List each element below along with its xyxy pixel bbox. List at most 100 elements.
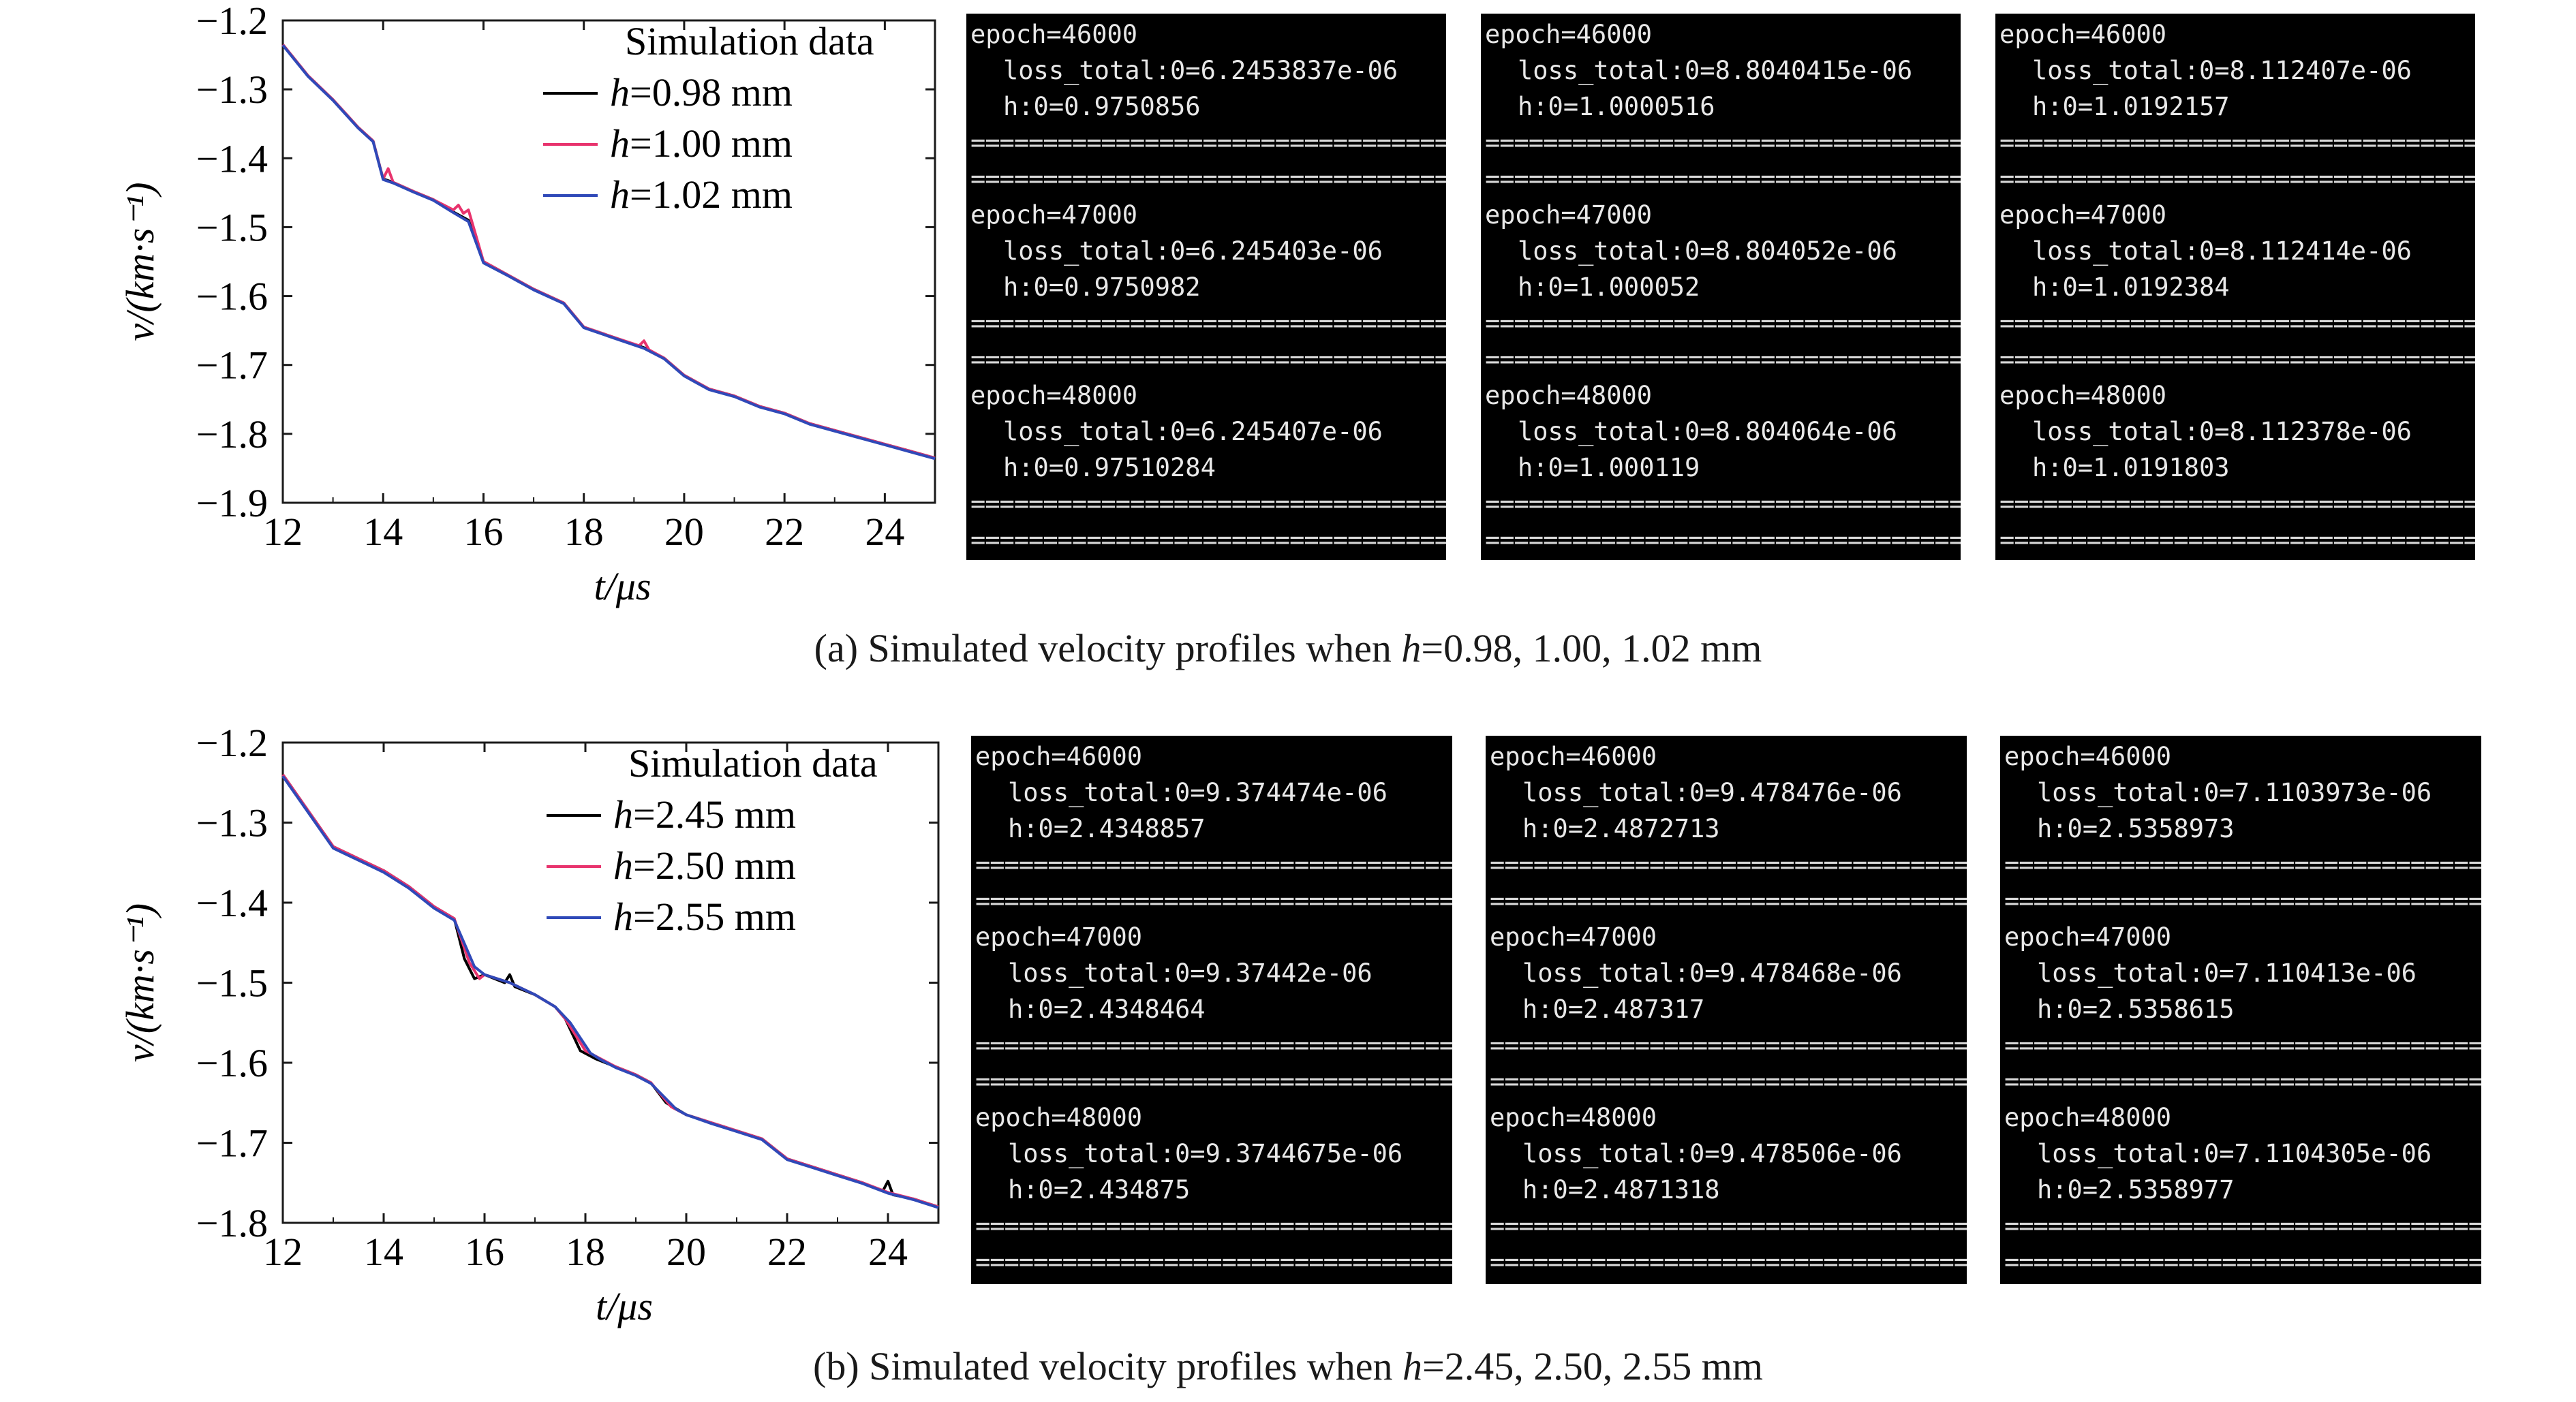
console-separator: ========================================… [975, 1031, 1452, 1060]
x-axis-label: t/μs [596, 1284, 653, 1328]
console-separator: ========================================… [2004, 850, 2481, 879]
console-separator: ========================================… [2004, 1067, 2481, 1096]
console-block: epoch=47000 loss_total:0=6.245403e-06 h:0=… [970, 197, 1446, 305]
console-block: epoch=47000 loss_total:0=8.804052e-06 h:0=… [1485, 197, 1961, 305]
console-loss-line: loss_total:0=8.804064e-06 [1518, 417, 1897, 446]
console-loss-line: loss_total:0=7.1104305e-06 [2037, 1139, 2432, 1168]
console-separator: ========================================… [1485, 128, 1961, 157]
console-h-line: h:0=1.0192384 [2032, 272, 2230, 302]
console-epoch-line: epoch=46000 [970, 20, 1138, 49]
console-block: epoch=46000 loss_total:0=8.112407e-06 h:0=… [1999, 16, 2475, 125]
console-h-line: h:0=2.4871318 [1522, 1175, 1720, 1204]
console-epoch-line: epoch=48000 [1490, 1103, 1657, 1132]
y-axis-label: v/(km·s⁻¹) [118, 903, 162, 1062]
series-line-3 [281, 44, 936, 461]
legend-entry-3: h=2.55 mm [613, 894, 796, 939]
console-epoch-line: epoch=47000 [1485, 200, 1653, 230]
console-epoch-line: epoch=46000 [1999, 20, 2167, 49]
console-separator: ========================================… [1999, 128, 2475, 157]
console-separator: ========================================… [1490, 1067, 1967, 1096]
series-line-3 [281, 775, 939, 1209]
console-block: epoch=46000 loss_total:0=9.374474e-06 h:0=… [975, 738, 1452, 847]
y-tick-label: −1.3 [196, 801, 268, 845]
console-block: epoch=48000 loss_total:0=8.112378e-06 h:0=… [1999, 377, 2475, 486]
console-separator: ========================================… [1485, 309, 1961, 338]
console-block: epoch=46000 loss_total:0=9.478476e-06 h:0=… [1490, 738, 1967, 847]
legend-entry-2: h=2.50 mm [613, 843, 796, 888]
console-separator: ========================================… [975, 1067, 1452, 1096]
y-tick-label: −1.5 [196, 961, 268, 1006]
legend-entry-2: h=1.00 mm [610, 121, 793, 166]
series-line-1 [281, 773, 939, 1209]
console-block: epoch=46000 loss_total:0=8.8040415e-06 h:0… [1485, 16, 1961, 125]
x-tick-label: 22 [767, 1230, 807, 1274]
console-separator: ========================================… [1999, 489, 2475, 518]
console-loss-line: loss_total:0=9.478506e-06 [1522, 1139, 1902, 1168]
x-tick-label: 18 [566, 1230, 605, 1274]
console-separator: ========================================… [970, 164, 1446, 193]
console-separator: ========================================… [970, 345, 1446, 374]
console-separator: ========================================… [2004, 1247, 2481, 1277]
panel-a: 12 14 16 18 20 22 24 −1.2 −1.3 −1.4 −1.5 −1.6 −1.7 −1… [0, 0, 2576, 681]
console-h-line: h:0=1.0000516 [1518, 92, 1715, 121]
console-a-2: epoch=46000 loss_total:0=8.8040415e-06 h:0… [1481, 14, 1961, 560]
x-tick-label: 20 [664, 510, 704, 554]
console-epoch-line: epoch=47000 [1999, 200, 2167, 230]
console-epoch-line: epoch=46000 [975, 742, 1143, 771]
console-epoch-line: epoch=48000 [970, 381, 1138, 410]
console-epoch-line: epoch=47000 [1490, 922, 1657, 952]
legend-entry-1: h=2.45 mm [613, 792, 796, 837]
console-separator: ========================================… [975, 1247, 1452, 1277]
console-separator: ========================================… [970, 128, 1446, 157]
console-h-line: h:0=1.0192157 [2032, 92, 2230, 121]
console-separator: ========================================… [975, 886, 1452, 916]
console-block: epoch=46000 loss_total:0=7.1103973e-06 h:0… [2004, 738, 2481, 847]
console-h-line: h:0=0.9750982 [1003, 272, 1201, 302]
console-separator: ========================================… [1485, 164, 1961, 193]
console-block: epoch=48000 loss_total:0=6.245407e-06 h:0=… [970, 377, 1446, 486]
y-tick-label: −1.6 [196, 275, 268, 319]
console-epoch-line: epoch=48000 [1999, 381, 2167, 410]
console-h-line: h:0=1.000119 [1518, 453, 1700, 482]
console-separator: ========================================… [1999, 164, 2475, 193]
console-separator: ========================================… [1490, 850, 1967, 879]
plot-frame-b [281, 741, 940, 1224]
console-epoch-line: epoch=49000 [1999, 558, 2475, 560]
caption-b-prefix: (b) Simulated velocity profiles when [813, 1344, 1402, 1388]
console-loss-line: loss_total:0=7.1103973e-06 [2037, 778, 2432, 807]
console-h-line: h:0=2.487317 [1522, 995, 1705, 1024]
console-loss-line: loss_total:0=8.112414e-06 [2032, 236, 2412, 266]
caption-a-suffix: =0.98, 1.00, 1.02 mm [1421, 626, 1762, 670]
series-line-1 [281, 44, 936, 460]
console-h-line: h:0=2.5358973 [2037, 814, 2235, 843]
console-block: epoch=48000 loss_total:0=9.478506e-06 h:0=… [1490, 1100, 1967, 1208]
console-block: epoch=48000 loss_total:0=7.1104305e-06 h:0… [2004, 1100, 2481, 1208]
console-loss-line: loss_total:0=6.2453837e-06 [1003, 56, 1398, 85]
series-line-2 [281, 773, 939, 1209]
console-a-3: epoch=46000 loss_total:0=8.112407e-06 h:0=… [1995, 14, 2475, 560]
y-tick-label: −1.4 [196, 881, 268, 925]
y-tick-label: −1.3 [196, 67, 268, 112]
console-block: epoch=47000 loss_total:0=9.478468e-06 h:0=… [1490, 919, 1967, 1027]
x-tick-label: 16 [465, 1230, 504, 1274]
plot-frame-a [281, 19, 936, 504]
console-separator: ========================================… [1485, 345, 1961, 374]
console-b-3: epoch=46000 loss_total:0=7.1103973e-06 h:0… [2000, 736, 2481, 1284]
series-line-2 [281, 44, 936, 460]
console-block: epoch=46000 loss_total:0=6.2453837e-06 h:0… [970, 16, 1446, 125]
legend-entry-3: h=1.02 mm [610, 172, 793, 217]
console-block: epoch=49000loss_total:0=6.2454405e-06h:0… [970, 558, 1446, 560]
console-loss-line: loss_total:0=8.112378e-06 [2032, 417, 2412, 446]
caption-b-h: h [1402, 1344, 1422, 1388]
console-loss-line: loss_total:0=9.478476e-06 [1522, 778, 1902, 807]
console-block: epoch=49000loss_total:0=9.374505e-06h:0=… [975, 1280, 1452, 1284]
console-block: epoch=49000loss_total:0=8.112395e-06h:0=… [1999, 558, 2475, 560]
console-epoch-line: epoch=49000 [1490, 1280, 1967, 1284]
panel-b: 12 14 16 18 20 22 24 −1.2 −1.3 −1.4 −1.5 −1.6 −1.7 −1… [0, 715, 2576, 1402]
console-separator: ========================================… [1485, 489, 1961, 518]
y-tick-label: −1.8 [196, 412, 268, 456]
console-block: epoch=47000 loss_total:0=8.112414e-06 h:0=… [1999, 197, 2475, 305]
y-tick-label: −1.8 [196, 1201, 268, 1245]
console-separator: ========================================… [1999, 525, 2475, 555]
console-epoch-line: epoch=46000 [1485, 20, 1653, 49]
